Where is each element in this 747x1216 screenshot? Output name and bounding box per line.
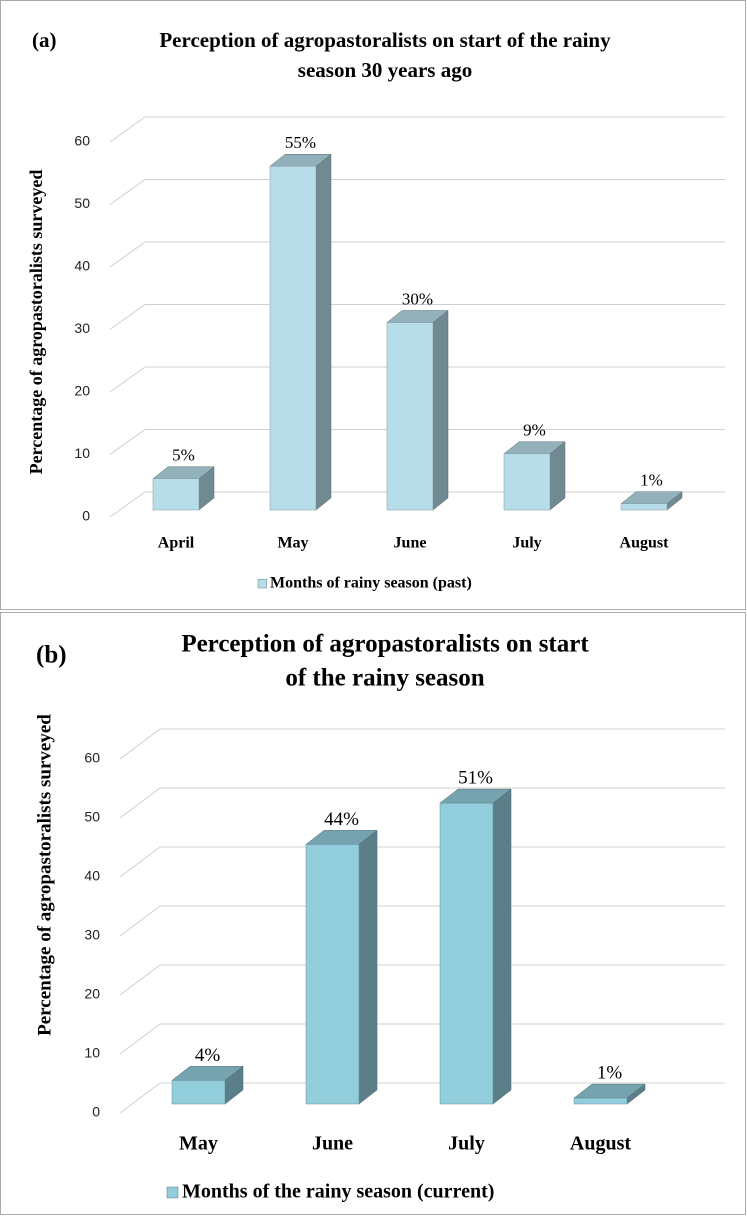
y-tick-label: 20	[74, 383, 90, 399]
y-axis-label: Percentage of agropastoralists surveyed	[34, 714, 55, 1036]
grid-line	[109, 304, 725, 330]
panel-label: (a)	[32, 28, 57, 52]
grid-line	[119, 905, 725, 937]
value-label: 9%	[523, 421, 546, 440]
panel-border	[0, 0, 746, 610]
y-axis-label: Percentage of agropastoralists surveyed	[26, 170, 46, 475]
bar	[305, 844, 360, 1105]
bar-side	[315, 153, 332, 511]
bar	[620, 503, 668, 511]
y-tick-label: 40	[84, 868, 100, 884]
y-tick-label: 10	[84, 1045, 100, 1061]
panel-border	[0, 612, 746, 1215]
value-label: 44%	[324, 809, 359, 830]
grid-line	[109, 241, 725, 268]
chart-title: season 30 years ago	[298, 58, 472, 82]
legend-swatch	[257, 578, 268, 589]
x-tick-label: June	[394, 535, 427, 552]
grid-line	[119, 1082, 725, 1114]
value-label: 5%	[172, 446, 195, 465]
y-tick-label: 40	[74, 258, 90, 274]
bar	[439, 802, 494, 1105]
bar-side	[492, 788, 512, 1105]
chart-title: Perception of agropastoralists on start …	[159, 28, 611, 52]
y-tick-label: 0	[82, 508, 90, 524]
grid-line	[109, 366, 725, 393]
x-tick-label: August	[570, 1133, 631, 1155]
bar	[171, 1080, 226, 1105]
legend-label: Months of the rainy season (current)	[182, 1181, 494, 1203]
grid-line	[119, 787, 725, 819]
chart-title: Perception of agropastoralists on start	[181, 631, 589, 658]
panel-label: (b)	[36, 642, 67, 669]
bar-side	[432, 309, 449, 511]
x-tick-label: April	[158, 535, 195, 552]
bar-side	[358, 829, 378, 1105]
bar	[573, 1097, 628, 1105]
value-label: 51%	[458, 767, 493, 788]
value-label: 1%	[597, 1062, 623, 1083]
x-tick-label: June	[312, 1133, 353, 1155]
y-tick-label: 50	[84, 809, 100, 825]
bar	[269, 166, 317, 511]
bar	[152, 478, 200, 511]
bar	[503, 453, 551, 511]
y-tick-label: 20	[84, 986, 100, 1002]
y-tick-label: 50	[74, 195, 90, 211]
y-tick-label: 30	[74, 320, 90, 336]
grid-line	[119, 728, 725, 760]
grid-line	[109, 179, 725, 205]
bar	[386, 322, 434, 511]
grid-line	[119, 1023, 725, 1055]
x-tick-label: May	[179, 1133, 218, 1155]
x-tick-label: May	[277, 535, 308, 552]
y-tick-label: 0	[92, 1104, 100, 1120]
grid-line	[109, 116, 725, 143]
y-tick-label: 10	[74, 445, 90, 461]
x-tick-label: July	[448, 1133, 485, 1155]
y-tick-label: 60	[74, 133, 90, 149]
chart-title: of the rainy season	[285, 665, 484, 692]
grid-line	[109, 429, 725, 455]
value-label: 4%	[195, 1045, 221, 1066]
y-tick-label: 60	[84, 750, 100, 766]
x-tick-label: August	[620, 535, 670, 552]
x-tick-label: July	[512, 535, 541, 552]
y-tick-label: 30	[84, 927, 100, 943]
value-label: 1%	[640, 471, 663, 490]
grid-line	[119, 964, 725, 996]
grid-line	[119, 846, 725, 878]
value-label: 30%	[402, 289, 433, 308]
legend-swatch	[166, 1186, 179, 1199]
value-label: 55%	[285, 133, 316, 152]
legend-label: Months of rainy season (past)	[270, 575, 472, 592]
